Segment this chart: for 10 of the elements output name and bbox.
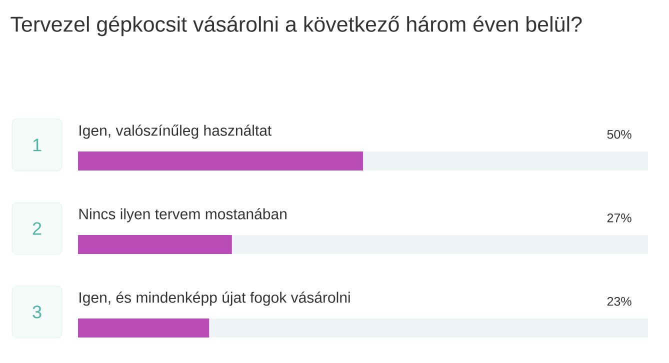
y-tick-label: Igen, és mindenképp újat fogok vásárolni — [80, 292, 350, 306]
y-tick-label: Igen, valószínűleg használtat — [80, 124, 272, 139]
data-label: 27% — [607, 214, 632, 222]
text: 1 — [33, 138, 42, 152]
text: 2 — [32, 222, 42, 235]
data-label: 50% — [607, 130, 632, 139]
chart-title: Tervezel gépkocsit vásárolni a következő három éven belül? — [10, 16, 582, 36]
text: 3 — [32, 306, 42, 318]
data-label: 23% — [607, 296, 632, 306]
y-tick-label: Nincs ilyen tervem mostanában — [79, 208, 286, 222]
